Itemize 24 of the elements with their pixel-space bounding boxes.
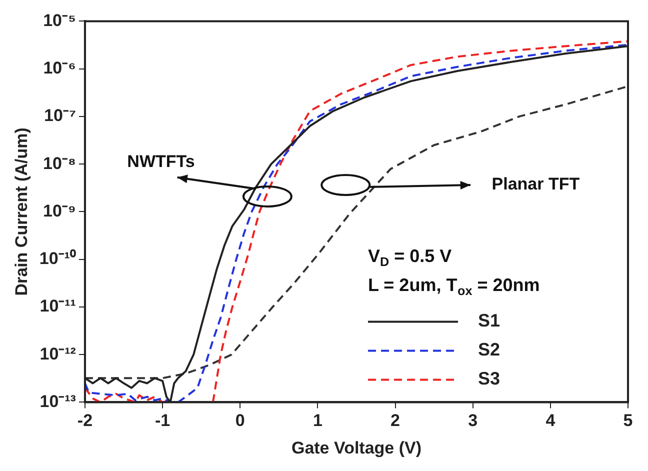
x-tick-label: 2 [390, 411, 400, 430]
y-tick-label: 10⁻¹³ [40, 392, 76, 411]
y-tick-label: 10⁻⁷ [44, 106, 76, 126]
x-axis-title: Gate Voltage (V) [291, 438, 422, 458]
x-tick-label: -1 [154, 411, 170, 430]
y-tick-label: 10⁻¹² [40, 344, 76, 364]
y-axis-title: Drain Current (A/um) [12, 128, 31, 296]
y-tick-label: 10⁻¹⁰ [39, 249, 76, 268]
x-tick-label: 5 [623, 411, 633, 430]
x-tick-label: -2 [77, 411, 93, 430]
x-tick-label: 4 [546, 411, 556, 430]
legend-label: S1 [478, 310, 500, 331]
annotation: Planar TFT [492, 174, 580, 194]
y-tick-label: 10⁻¹¹ [40, 296, 76, 316]
y-tick-label: 10⁻⁶ [43, 58, 76, 78]
legend-label: S2 [478, 340, 500, 360]
y-tick-label: 10⁻⁹ [42, 201, 76, 220]
legend-label: S3 [478, 368, 500, 389]
y-tick-label: 10⁻⁸ [43, 154, 76, 173]
x-tick-label: 3 [468, 411, 478, 430]
x-tick-label: 1 [312, 411, 322, 430]
annotation: NWTFTs [127, 152, 195, 171]
x-tick-label: 0 [235, 411, 245, 430]
y-tick-label: 10⁻⁵ [43, 10, 76, 30]
